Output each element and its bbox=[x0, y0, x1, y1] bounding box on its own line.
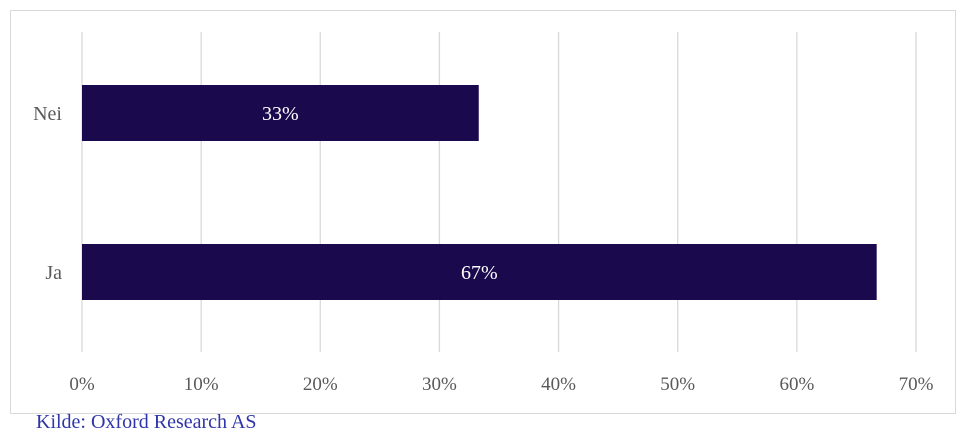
grid-lines bbox=[81, 32, 917, 352]
x-tick-label-60: 60% bbox=[779, 374, 814, 395]
category-label-nei: Nei bbox=[33, 103, 62, 125]
bar-ja bbox=[82, 244, 877, 300]
bars bbox=[82, 85, 877, 300]
x-tick-label-0: 0% bbox=[69, 374, 95, 395]
data-label-nei: 33% bbox=[262, 103, 299, 125]
x-tick-label-20: 20% bbox=[303, 374, 338, 395]
chart-frame bbox=[10, 10, 956, 414]
category-label-ja: Ja bbox=[45, 262, 62, 284]
x-tick-label-40: 40% bbox=[541, 374, 576, 395]
x-tick-label-30: 30% bbox=[422, 374, 457, 395]
source-note: Kilde: Oxford Research AS bbox=[36, 411, 257, 433]
data-label-ja: 67% bbox=[461, 262, 498, 284]
bar-nei bbox=[82, 85, 479, 141]
labels: 0% 10% 20% 30% 40% 50% 60% 70% 33% Nei 67% Ja bbox=[33, 103, 933, 395]
x-tick-label-50: 50% bbox=[660, 374, 695, 395]
x-tick-label-70: 70% bbox=[899, 374, 934, 395]
x-tick-label-10: 10% bbox=[184, 374, 219, 395]
